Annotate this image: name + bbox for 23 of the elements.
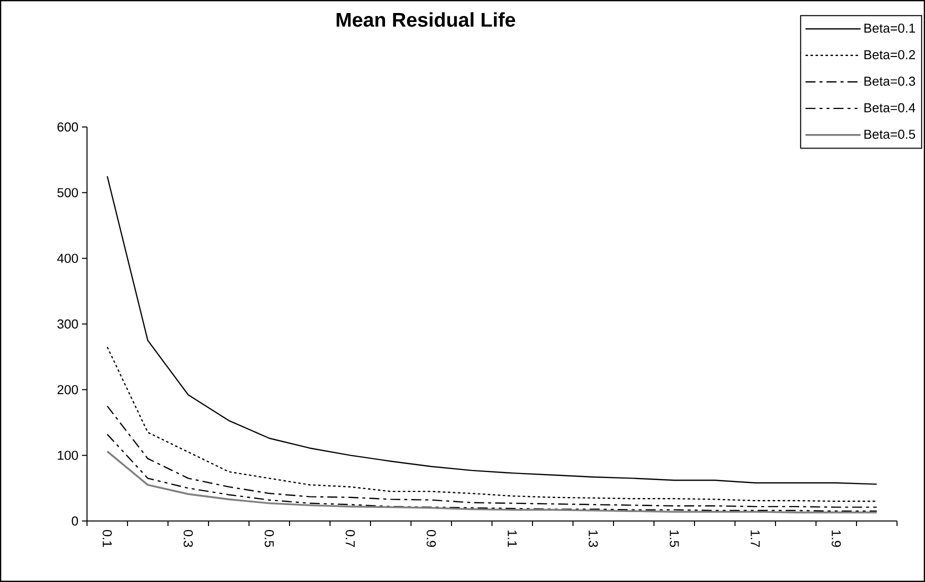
legend-label: Beta=0.2	[864, 50, 915, 60]
y-tick-label: 100	[58, 450, 78, 460]
y-tick-label: 400	[57, 254, 78, 263]
x-tick-label: 1.1	[508, 530, 517, 547]
legend-label: Beta=0.4	[864, 103, 916, 112]
x-tick-label: 0.7	[346, 530, 355, 547]
y-tick-label: 600	[58, 122, 78, 132]
y-tick-label: 200	[58, 385, 78, 394]
x-tick-label: 1.7	[750, 530, 760, 547]
x-tick-label: 0.3	[184, 530, 193, 547]
y-tick-label: 300	[57, 319, 78, 329]
legend-label: Beta=0.3	[864, 76, 916, 86]
legend-label: Beta=0.5	[864, 130, 916, 139]
chart-title: Mean Residual Life	[336, 12, 516, 27]
x-tick-label: 1.3	[588, 530, 598, 547]
x-tick-label: 0.1	[102, 530, 112, 547]
x-tick-label: 1.5	[670, 530, 679, 547]
x-tick-label: 0.5	[264, 530, 274, 547]
x-tick-label: 1.9	[832, 530, 841, 547]
y-tick-label: 500	[57, 188, 78, 198]
x-tick-label: 0.9	[426, 530, 436, 547]
legend-label: Beta=0.1	[864, 24, 916, 33]
y-tick-label: 0	[72, 516, 78, 526]
